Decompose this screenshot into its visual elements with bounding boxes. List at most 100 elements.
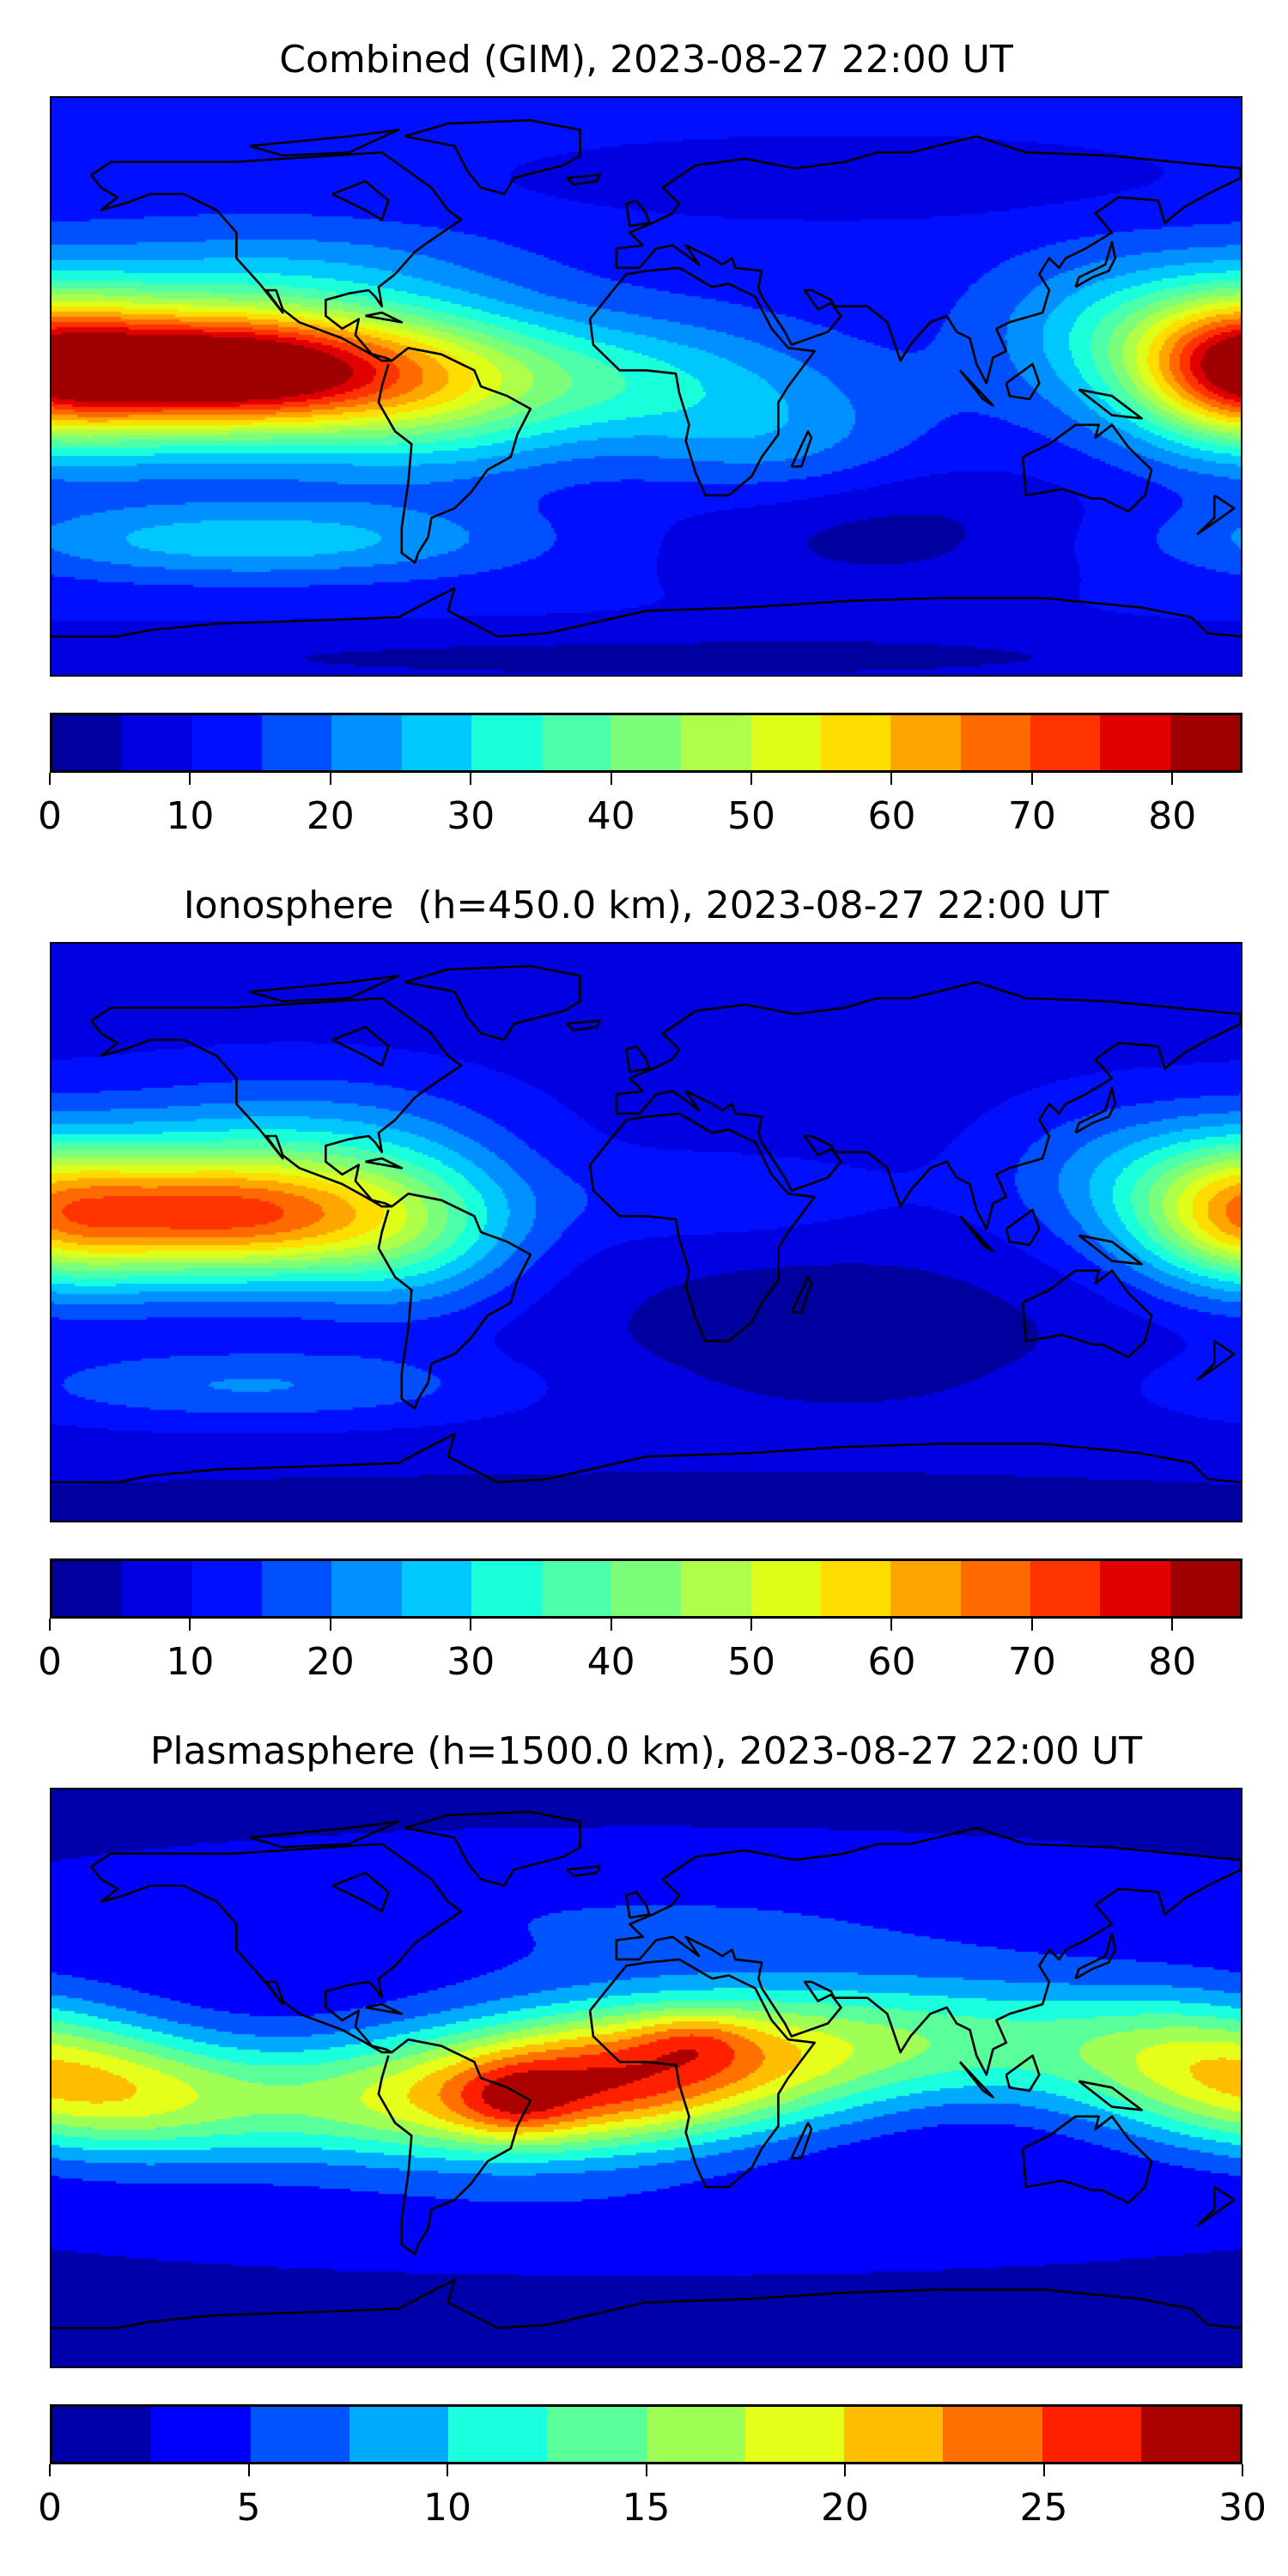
colorbar-tick-label: 25 xyxy=(1019,2486,1068,2530)
coastline xyxy=(1021,423,1153,513)
coastline xyxy=(365,2002,404,2015)
coastline xyxy=(331,1871,390,1913)
coastline-antarctica xyxy=(52,1432,1241,1484)
colorbar-tick-label: 50 xyxy=(727,1640,776,1684)
colorbar-segment xyxy=(151,2407,251,2462)
colorbar-tick xyxy=(1171,1619,1174,1631)
colorbar-segment xyxy=(1170,715,1241,770)
coastline xyxy=(1196,1340,1236,1382)
coastline xyxy=(1074,1086,1117,1134)
tec-field-ionosphere xyxy=(52,944,1241,1521)
colorbar-segment xyxy=(401,1561,472,1616)
coastline xyxy=(90,997,463,1208)
colorbar-segment xyxy=(960,715,1031,770)
colorbar-segment xyxy=(448,2407,548,2462)
colorbar-segment xyxy=(1100,715,1170,770)
colorbar-tick-label: 10 xyxy=(166,794,215,838)
coastline-antarctica xyxy=(52,586,1241,638)
colorbar-tick-label: 0 xyxy=(38,1640,62,1684)
coastline xyxy=(377,346,532,564)
map-plasmasphere xyxy=(50,1788,1242,2368)
colorbar-segment xyxy=(820,1561,891,1616)
colorbar-segment xyxy=(331,1561,402,1616)
coastline-antarctica xyxy=(52,2278,1241,2330)
colorbar-segment xyxy=(262,1561,332,1616)
colorbar-segment xyxy=(122,715,192,770)
colorbar-tick xyxy=(49,2464,51,2476)
colorbar-segment xyxy=(471,715,542,770)
colorbar-tick-label: 80 xyxy=(1148,794,1197,838)
colorbar-segment xyxy=(349,2407,448,2462)
coastline xyxy=(625,1891,651,1919)
colorbar-tick xyxy=(189,1619,191,1631)
coastline xyxy=(331,179,390,222)
coastline xyxy=(588,266,817,497)
colorbar-segment xyxy=(250,2407,349,2462)
colorbar-tick-label: 60 xyxy=(867,1640,916,1684)
colorbar-tick xyxy=(1042,2464,1045,2476)
colorbar-segment xyxy=(681,1561,751,1616)
colorbar-segment xyxy=(52,1561,123,1616)
colorbar-tick xyxy=(49,1619,51,1631)
coastline xyxy=(404,964,581,1042)
coastline xyxy=(588,1112,817,1343)
colorbar-segment xyxy=(890,1561,961,1616)
colorbar-segment xyxy=(890,715,961,770)
colorbar-segment xyxy=(541,715,611,770)
colorbar-tick xyxy=(844,2464,846,2476)
coastline xyxy=(1021,2115,1153,2204)
coastline xyxy=(404,118,581,196)
colorbar-tick xyxy=(247,2464,250,2476)
colorbar-segment xyxy=(1030,715,1101,770)
coastline xyxy=(249,974,400,1003)
coastline xyxy=(1005,1208,1041,1247)
panel-title-ionosphere: Ionosphere (h=450.0 km), 2023-08-27 22:0… xyxy=(183,884,1109,927)
colorbar-segment xyxy=(611,1561,682,1616)
colorbar-tick xyxy=(750,1619,753,1631)
colorbar-segment xyxy=(52,715,123,770)
colorbar-segment xyxy=(401,715,472,770)
coastline xyxy=(958,1215,994,1253)
colorbar-segment xyxy=(1100,1561,1170,1616)
colorbar-tick xyxy=(470,1619,472,1631)
coastline xyxy=(1196,494,1236,536)
colorbar-tick xyxy=(890,773,893,785)
colorbar-combined xyxy=(50,713,1242,773)
colorbar-tick-label: 10 xyxy=(166,1640,215,1684)
coastline xyxy=(588,1958,817,2189)
colorbar-tick xyxy=(1030,773,1033,785)
colorbar-tick xyxy=(750,773,753,785)
colorbar-ticks-combined: 0 10 20 30 40 50 60 70 80 xyxy=(38,773,1242,841)
colorbar-plasmasphere xyxy=(50,2404,1242,2464)
colorbar-segment xyxy=(547,2407,647,2462)
coastline xyxy=(90,1843,463,2054)
coastline xyxy=(249,128,400,157)
colorbar-tick-label: 40 xyxy=(586,794,635,838)
colorbar-ionosphere xyxy=(50,1558,1242,1619)
colorbar-ticks-ionosphere: 0 10 20 30 40 50 60 70 80 xyxy=(38,1619,1242,1687)
colorbar-segment xyxy=(844,2407,944,2462)
colorbar-tick-label: 15 xyxy=(622,2486,671,2530)
coastline xyxy=(365,1157,404,1170)
coastline xyxy=(1196,2185,1236,2227)
coastline xyxy=(365,311,404,324)
colorbar-segment xyxy=(52,2407,152,2462)
colorbar-tick-label: 5 xyxy=(236,2486,261,2530)
coastline xyxy=(958,2061,994,2099)
coastline xyxy=(625,199,651,228)
coastline xyxy=(566,1019,601,1032)
coastlines-ionosphere xyxy=(52,964,1241,1484)
coastline xyxy=(790,2121,813,2160)
colorbar-segment xyxy=(750,715,821,770)
coastline xyxy=(958,369,994,407)
colorbar-segment xyxy=(262,715,332,770)
coastline xyxy=(1078,388,1143,420)
colorbar-tick-label: 80 xyxy=(1148,1640,1197,1684)
coastline xyxy=(249,1820,400,1849)
coastline xyxy=(1005,362,1041,401)
colorbar-segment xyxy=(1170,1561,1241,1616)
coastline xyxy=(404,1810,581,1887)
colorbar-segment xyxy=(681,715,751,770)
colorbar-segment xyxy=(943,2407,1042,2462)
panel-title-combined: Combined (GIM), 2023-08-27 22:00 UT xyxy=(279,38,1013,82)
